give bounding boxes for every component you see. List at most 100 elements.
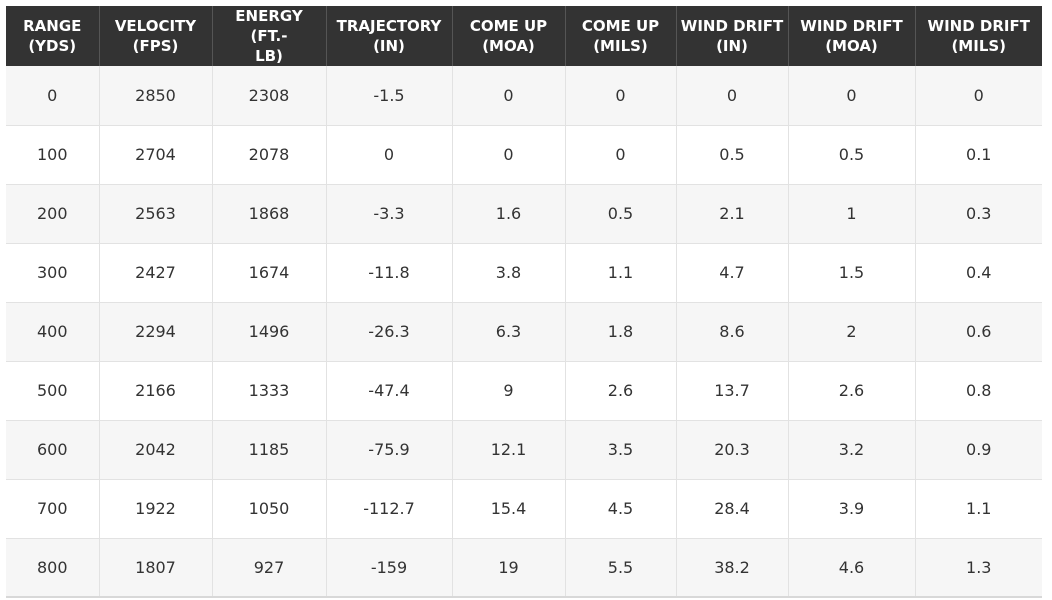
table-cell: 2308 bbox=[211, 66, 326, 126]
ballistics-table-container: RANGE (YDS) VELOCITY (FPS) ENERGY (FT.- LB)… bbox=[6, 6, 1042, 598]
header-range: RANGE (YDS) bbox=[6, 6, 99, 66]
table-cell: 0.9 bbox=[914, 420, 1042, 480]
table-cell: 4.6 bbox=[787, 538, 915, 598]
table-cell: 1.5 bbox=[787, 243, 915, 303]
table-cell: -75.9 bbox=[325, 420, 452, 480]
table-cell: -159 bbox=[325, 538, 452, 598]
table-cell: 3.5 bbox=[564, 420, 676, 480]
table-cell: 1496 bbox=[211, 302, 326, 362]
table-cell: 2.6 bbox=[564, 361, 676, 421]
table-cell: 0 bbox=[325, 125, 452, 185]
header-come-up-mils: COME UP (MILS) bbox=[564, 6, 676, 66]
table-cell: 200 bbox=[6, 184, 99, 244]
table-cell: 9 bbox=[451, 361, 565, 421]
table-row: 0 2850 2308 -1.5 0 0 0 0 0 bbox=[6, 66, 1042, 126]
table-cell: 1.1 bbox=[564, 243, 676, 303]
table-cell: 2294 bbox=[98, 302, 212, 362]
table-cell: 800 bbox=[6, 538, 99, 598]
table-cell: 2.1 bbox=[675, 184, 788, 244]
table-header-row: RANGE (YDS) VELOCITY (FPS) ENERGY (FT.- LB)… bbox=[6, 6, 1042, 66]
header-trajectory: TRAJECTORY (IN) bbox=[325, 6, 452, 66]
table-cell: 1868 bbox=[211, 184, 326, 244]
table-cell: 3.8 bbox=[451, 243, 565, 303]
table-row: 500 2166 1333 -47.4 9 2.6 13.7 2.6 0.8 bbox=[6, 361, 1042, 421]
table-cell: -3.3 bbox=[325, 184, 452, 244]
table-row: 300 2427 1674 -11.8 3.8 1.1 4.7 1.5 0.4 bbox=[6, 243, 1042, 303]
table-cell: 20.3 bbox=[675, 420, 788, 480]
table-cell: 2563 bbox=[98, 184, 212, 244]
table-cell: 0 bbox=[564, 125, 676, 185]
table-cell: 4.7 bbox=[675, 243, 788, 303]
table-cell: -11.8 bbox=[325, 243, 452, 303]
table-cell: 1 bbox=[787, 184, 915, 244]
table-cell: 2 bbox=[787, 302, 915, 362]
table-cell: 0.4 bbox=[914, 243, 1042, 303]
table-cell: 2.6 bbox=[787, 361, 915, 421]
table-cell: 0 bbox=[451, 66, 565, 126]
table-cell: 0.6 bbox=[914, 302, 1042, 362]
table-row: 400 2294 1496 -26.3 6.3 1.8 8.6 2 0.6 bbox=[6, 302, 1042, 362]
table-cell: 0 bbox=[914, 66, 1042, 126]
table-cell: 0 bbox=[787, 66, 915, 126]
table-cell: 38.2 bbox=[675, 538, 788, 598]
table-cell: 3.2 bbox=[787, 420, 915, 480]
table-row: 700 1922 1050 -112.7 15.4 4.5 28.4 3.9 1… bbox=[6, 479, 1042, 539]
table-cell: 100 bbox=[6, 125, 99, 185]
table-cell: 5.5 bbox=[564, 538, 676, 598]
table-cell: -47.4 bbox=[325, 361, 452, 421]
table-cell: 0 bbox=[675, 66, 788, 126]
table-cell: 15.4 bbox=[451, 479, 565, 539]
header-velocity: VELOCITY (FPS) bbox=[98, 6, 212, 66]
table-cell: 700 bbox=[6, 479, 99, 539]
table-cell: 0 bbox=[564, 66, 676, 126]
table-cell: 500 bbox=[6, 361, 99, 421]
table-cell: 1333 bbox=[211, 361, 326, 421]
table-cell: 0.3 bbox=[914, 184, 1042, 244]
table-cell: 0.8 bbox=[914, 361, 1042, 421]
table-cell: 2427 bbox=[98, 243, 212, 303]
table-cell: 0.1 bbox=[914, 125, 1042, 185]
table-cell: 400 bbox=[6, 302, 99, 362]
ballistics-table: RANGE (YDS) VELOCITY (FPS) ENERGY (FT.- LB)… bbox=[6, 6, 1042, 598]
table-cell: 300 bbox=[6, 243, 99, 303]
table-cell: 1807 bbox=[98, 538, 212, 598]
table-cell: 1.3 bbox=[914, 538, 1042, 598]
table-cell: 927 bbox=[211, 538, 326, 598]
table-cell: -112.7 bbox=[325, 479, 452, 539]
table-cell: 0.5 bbox=[787, 125, 915, 185]
table-cell: 1185 bbox=[211, 420, 326, 480]
header-energy: ENERGY (FT.- LB) bbox=[211, 6, 326, 66]
table-cell: 1050 bbox=[211, 479, 326, 539]
table-cell: 1.1 bbox=[914, 479, 1042, 539]
table-cell: 2704 bbox=[98, 125, 212, 185]
table-cell: -26.3 bbox=[325, 302, 452, 362]
table-row: 200 2563 1868 -3.3 1.6 0.5 2.1 1 0.3 bbox=[6, 184, 1042, 244]
table-cell: 12.1 bbox=[451, 420, 565, 480]
table-cell: 0.5 bbox=[564, 184, 676, 244]
table-cell: 1.6 bbox=[451, 184, 565, 244]
table-cell: 28.4 bbox=[675, 479, 788, 539]
table-row: 600 2042 1185 -75.9 12.1 3.5 20.3 3.2 0.… bbox=[6, 420, 1042, 480]
table-cell: 1922 bbox=[98, 479, 212, 539]
table-cell: 600 bbox=[6, 420, 99, 480]
table-cell: 8.6 bbox=[675, 302, 788, 362]
table-cell: 13.7 bbox=[675, 361, 788, 421]
table-cell: 0.5 bbox=[675, 125, 788, 185]
table-cell: 2850 bbox=[98, 66, 212, 126]
table-cell: 2042 bbox=[98, 420, 212, 480]
table-cell: 2166 bbox=[98, 361, 212, 421]
table-row: 800 1807 927 -159 19 5.5 38.2 4.6 1.3 bbox=[6, 538, 1042, 598]
table-cell: 0 bbox=[6, 66, 99, 126]
table-cell: 0 bbox=[451, 125, 565, 185]
header-wind-drift-moa: WIND DRIFT (MOA) bbox=[787, 6, 915, 66]
table-row: 100 2704 2078 0 0 0 0.5 0.5 0.1 bbox=[6, 125, 1042, 185]
table-cell: 1674 bbox=[211, 243, 326, 303]
table-cell: 2078 bbox=[211, 125, 326, 185]
table-cell: 4.5 bbox=[564, 479, 676, 539]
table-cell: 3.9 bbox=[787, 479, 915, 539]
table-cell: -1.5 bbox=[325, 66, 452, 126]
header-wind-drift-in: WIND DRIFT (IN) bbox=[675, 6, 788, 66]
table-cell: 6.3 bbox=[451, 302, 565, 362]
table-cell: 19 bbox=[451, 538, 565, 598]
table-cell: 1.8 bbox=[564, 302, 676, 362]
